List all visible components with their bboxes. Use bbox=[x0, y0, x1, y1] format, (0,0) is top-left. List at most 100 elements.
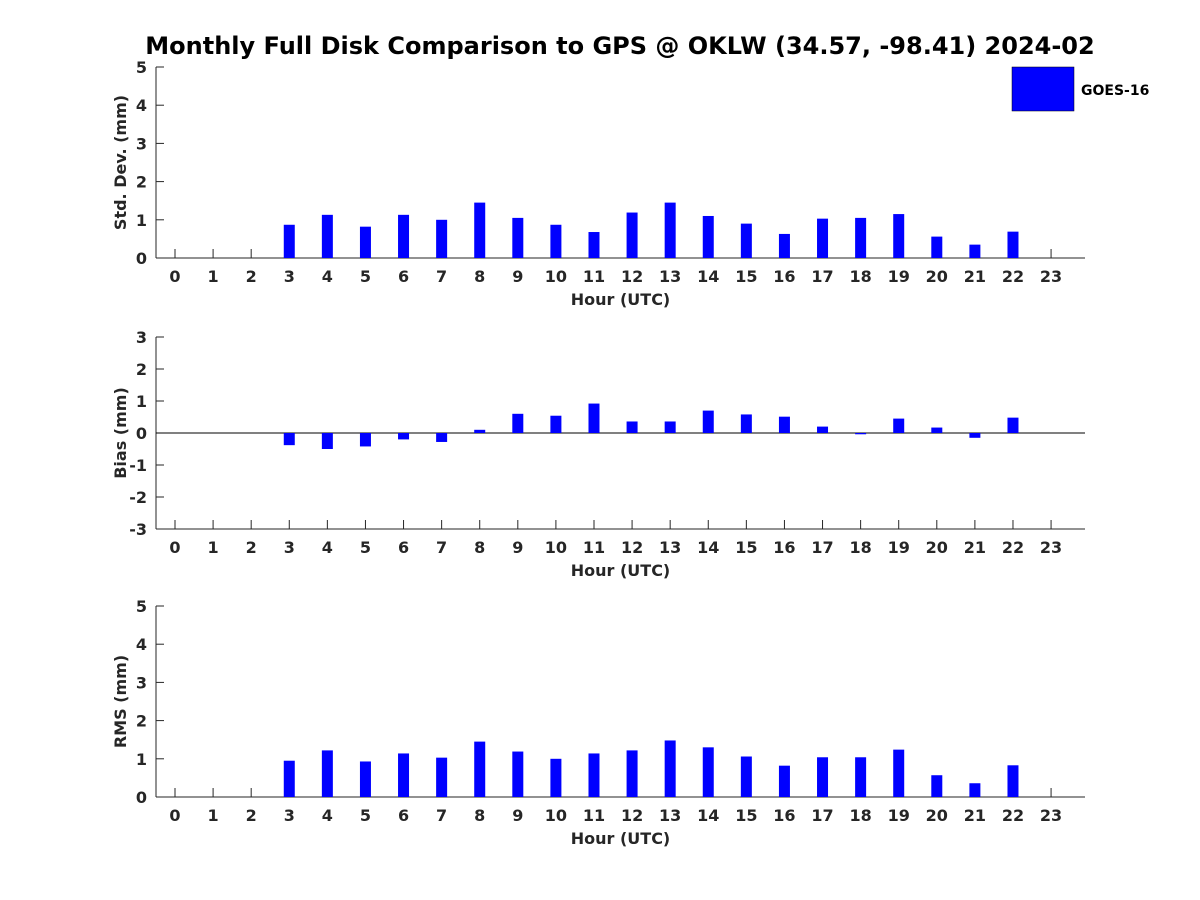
chart-title: Monthly Full Disk Comparison to GPS @ OK… bbox=[145, 32, 1094, 60]
bias-x-tick-label: 5 bbox=[360, 538, 371, 557]
rms-x-tick-label: 9 bbox=[512, 806, 523, 825]
bias-bar bbox=[550, 415, 562, 433]
legend-swatch bbox=[1011, 66, 1075, 112]
std-dev-bar bbox=[855, 217, 867, 258]
rms-bar bbox=[474, 741, 486, 797]
std-dev-x-tick-label: 7 bbox=[436, 267, 447, 286]
rms-x-tick-label: 0 bbox=[169, 806, 180, 825]
std-dev-x-tick-label: 16 bbox=[773, 267, 795, 286]
std-dev-x-tick-label: 17 bbox=[811, 267, 833, 286]
bias-bar bbox=[893, 418, 905, 433]
std-dev-x-tick-label: 11 bbox=[583, 267, 605, 286]
rms-bar bbox=[817, 757, 829, 797]
std-dev-bar bbox=[969, 244, 981, 258]
std-dev-bar bbox=[664, 202, 676, 258]
rms-bar bbox=[855, 757, 867, 797]
rms-x-tick-label: 11 bbox=[583, 806, 605, 825]
bias-bar bbox=[1007, 417, 1019, 433]
rms-bar bbox=[512, 751, 524, 797]
std-dev-bar bbox=[474, 202, 486, 258]
bias-y-tick-label: -2 bbox=[129, 488, 147, 507]
rms-x-tick-label: 14 bbox=[697, 806, 719, 825]
bias-x-tick-label: 17 bbox=[811, 538, 833, 557]
bias-x-tick-label: 19 bbox=[888, 538, 910, 557]
std-dev-x-tick-label: 21 bbox=[964, 267, 986, 286]
bias-x-tick-label: 23 bbox=[1040, 538, 1062, 557]
rms-x-tick-label: 15 bbox=[735, 806, 757, 825]
rms-x-tick-label: 21 bbox=[964, 806, 986, 825]
bias-bar bbox=[398, 433, 410, 440]
rms-bar bbox=[398, 753, 410, 797]
rms-bar bbox=[588, 753, 600, 797]
std-dev-bar bbox=[283, 224, 295, 258]
rms-x-tick-label: 20 bbox=[926, 806, 948, 825]
std-dev-y-tick-label: 4 bbox=[136, 96, 147, 115]
rms-x-tick-label: 10 bbox=[545, 806, 567, 825]
bias-bar bbox=[626, 421, 638, 433]
bias-bar bbox=[436, 433, 448, 442]
rms-y-tick-label: 3 bbox=[136, 673, 147, 692]
rms-x-tick-label: 18 bbox=[849, 806, 871, 825]
bias-x-tick-label: 21 bbox=[964, 538, 986, 557]
std-dev-y-tick-label: 1 bbox=[136, 211, 147, 230]
std-dev-x-tick-label: 8 bbox=[474, 267, 485, 286]
bias-y-tick-label: 0 bbox=[136, 424, 147, 443]
rms-bar bbox=[283, 760, 295, 797]
bias-x-tick-label: 20 bbox=[926, 538, 948, 557]
bias-x-tick-label: 0 bbox=[169, 538, 180, 557]
bias-x-axis-label: Hour (UTC) bbox=[571, 561, 671, 580]
std-dev-x-tick-label: 15 bbox=[735, 267, 757, 286]
bias-x-tick-label: 7 bbox=[436, 538, 447, 557]
bias-x-tick-label: 11 bbox=[583, 538, 605, 557]
std-dev-x-tick-label: 19 bbox=[888, 267, 910, 286]
bias-bar bbox=[512, 413, 524, 433]
rms-x-tick-label: 7 bbox=[436, 806, 447, 825]
legend: GOES-16 bbox=[1011, 66, 1149, 112]
bias-bar bbox=[321, 433, 333, 449]
rms-y-tick-label: 0 bbox=[136, 788, 147, 807]
std-dev-y-tick-label: 0 bbox=[136, 249, 147, 268]
std-dev-bar bbox=[817, 218, 829, 258]
std-dev-x-tick-label: 23 bbox=[1040, 267, 1062, 286]
bias-x-tick-label: 14 bbox=[697, 538, 719, 557]
std-dev-x-tick-label: 6 bbox=[398, 267, 409, 286]
bias-x-tick-label: 4 bbox=[322, 538, 333, 557]
std-dev-x-tick-label: 14 bbox=[697, 267, 719, 286]
std-dev-y-axis-label: Std. Dev. (mm) bbox=[111, 95, 130, 230]
rms-x-axis-label: Hour (UTC) bbox=[571, 829, 671, 848]
bias-y-tick-label: 3 bbox=[136, 328, 147, 347]
bias-bar bbox=[664, 421, 676, 433]
std-dev-bar bbox=[1007, 231, 1019, 258]
bias-x-tick-label: 16 bbox=[773, 538, 795, 557]
std-dev-bar bbox=[436, 219, 448, 258]
std-dev-y-tick-label: 2 bbox=[136, 173, 147, 192]
bias-x-tick-label: 2 bbox=[246, 538, 257, 557]
std-dev-x-tick-label: 3 bbox=[284, 267, 295, 286]
rms-bar bbox=[436, 757, 448, 797]
std-dev-y-tick-label: 5 bbox=[136, 58, 147, 77]
rms-bar bbox=[321, 750, 333, 797]
bias-x-tick-label: 13 bbox=[659, 538, 681, 557]
std-dev-bar bbox=[931, 236, 943, 258]
rms-bar bbox=[969, 783, 981, 797]
std-dev-bar bbox=[359, 226, 371, 258]
bias-x-tick-label: 18 bbox=[849, 538, 871, 557]
std-dev-x-tick-label: 0 bbox=[169, 267, 180, 286]
rms-bar bbox=[664, 740, 676, 797]
legend-label: GOES-16 bbox=[1081, 83, 1149, 99]
rms-y-tick-label: 1 bbox=[136, 750, 147, 769]
bias-bar bbox=[740, 414, 752, 433]
rms-x-tick-label: 23 bbox=[1040, 806, 1062, 825]
bias-y-tick-label: 2 bbox=[136, 360, 147, 379]
rms-x-tick-label: 1 bbox=[208, 806, 219, 825]
std-dev-x-tick-label: 4 bbox=[322, 267, 333, 286]
std-dev-bar bbox=[398, 214, 410, 258]
std-dev-x-tick-label: 18 bbox=[849, 267, 871, 286]
rms-bar bbox=[1007, 765, 1019, 797]
rms-bar bbox=[931, 775, 943, 797]
bias-y-tick-label: -3 bbox=[129, 520, 147, 539]
bias-bar bbox=[588, 403, 600, 433]
